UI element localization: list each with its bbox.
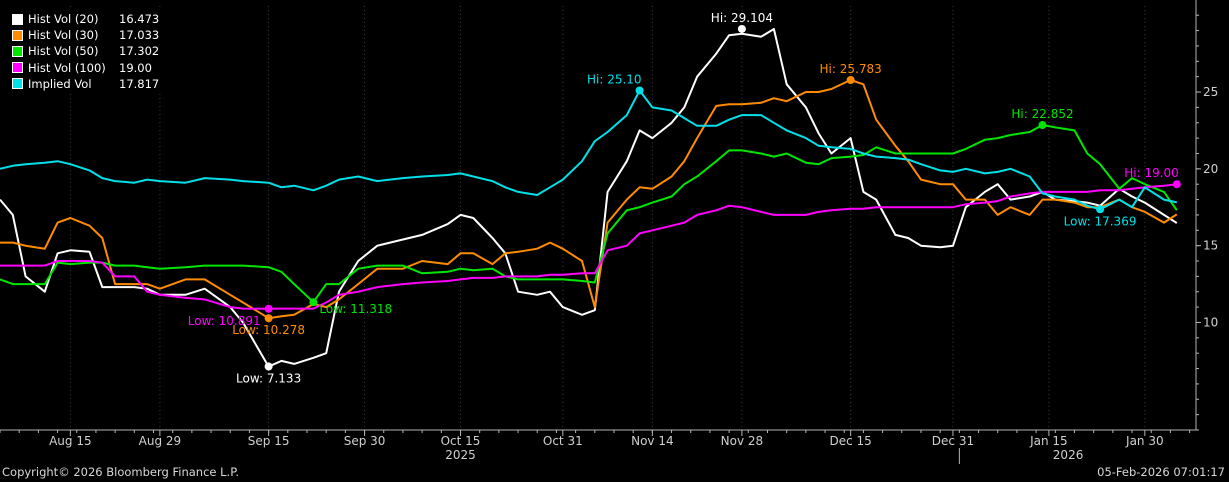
legend-item: Hist Vol (50) 17.302 [12,43,159,59]
hi-low-marker [264,304,273,313]
year-label: 2026 [1053,448,1084,462]
legend-item: Implied Vol 17.817 [12,76,159,92]
x-tick-label: Nov 28 [721,434,764,448]
timestamp-text: 05-Feb-2026 07:01:17 [1097,465,1225,479]
hi-low-marker [264,362,273,371]
y-tick-label: 15 [1203,239,1218,253]
legend-swatch [12,78,23,90]
y-tick-label: 25 [1203,85,1218,99]
year-label: 2025 [445,448,476,462]
annotation-label: Hi: 25.783 [820,62,882,76]
x-tick-label: Sep 15 [248,434,290,448]
copyright-text: Copyright© 2026 Bloomberg Finance L.P. [2,465,239,479]
legend-label: Hist Vol (20) [28,12,99,26]
legend-item: Hist Vol (20) 16.473 [12,11,159,27]
y-tick-label: 20 [1203,162,1218,176]
annotation-label: Low: 7.133 [236,372,301,386]
y-tick-label: 10 [1203,315,1218,329]
x-tick-label: Dec 15 [829,434,871,448]
hi-low-marker [309,298,318,307]
legend-swatch [12,46,23,57]
annotation-label: Low: 10.891 [188,314,261,328]
legend-swatch [12,13,23,25]
series-line-hist-vol-20 [0,28,1178,368]
hi-low-marker [1096,205,1105,214]
annotation-label: Low: 17.369 [1064,214,1137,228]
x-tick-label: Dec 31 [932,434,974,448]
annotation-label: Hi: 19.00 [1124,166,1179,180]
x-tick-label: Sep 30 [344,434,386,448]
series-line-hist-vol-50 [0,124,1178,304]
annotation-label: Hi: 29.104 [711,11,773,25]
x-tick-label: Oct 31 [543,434,583,448]
hi-low-marker [737,24,746,33]
legend-item: Hist Vol (30) 17.033 [12,27,159,43]
annotation-label: Hi: 25.10 [587,72,642,86]
annotation-label: Low: 11.318 [319,302,392,316]
grid-lines [69,6,1146,430]
legend-label: Hist Vol (100) [28,60,106,75]
series-line-hist-vol-100 [0,183,1177,310]
series-line-implied-vol [0,89,1178,211]
legend: Hist Vol (20) 16.473 Hist Vol (30) 17.03… [8,10,164,95]
legend-value: 19.00 [119,60,152,75]
x-tick-label: Nov 14 [631,434,674,448]
legend-swatch [12,29,23,41]
x-tick-label: Aug 15 [49,434,92,448]
hi-low-marker [264,314,273,323]
legend-value: 17.302 [119,44,160,59]
legend-swatch [12,62,23,74]
annotation-label: Hi: 22.852 [1011,107,1073,121]
hi-low-marker [635,86,644,95]
hi-low-markers: Hi: 29.104 Low: 7.133 Hi: 25.10 Low: 17.369… [188,11,1181,386]
hi-low-marker [1038,121,1047,130]
legend-value: 17.033 [119,28,160,43]
x-tick-label: Jan 30 [1125,434,1164,448]
series-lines [0,28,1178,368]
legend-label: Hist Vol (30) [28,28,99,43]
x-tick-label: Oct 15 [441,434,481,448]
annotation-label: Low: 10.278 [232,323,305,337]
legend-value: 17.817 [119,76,160,91]
legend-label: Implied Vol [28,76,92,91]
x-tick-label: Jan 15 [1029,434,1068,448]
legend-item: Hist Vol (100) 19.00 [12,60,159,76]
hi-low-marker [1172,180,1181,189]
series-line-hist-vol-30 [0,79,1178,320]
x-tick-label: Aug 29 [139,434,182,448]
legend-value: 16.473 [119,12,160,26]
hi-low-marker [846,76,855,85]
legend-label: Hist Vol (50) [28,44,99,59]
